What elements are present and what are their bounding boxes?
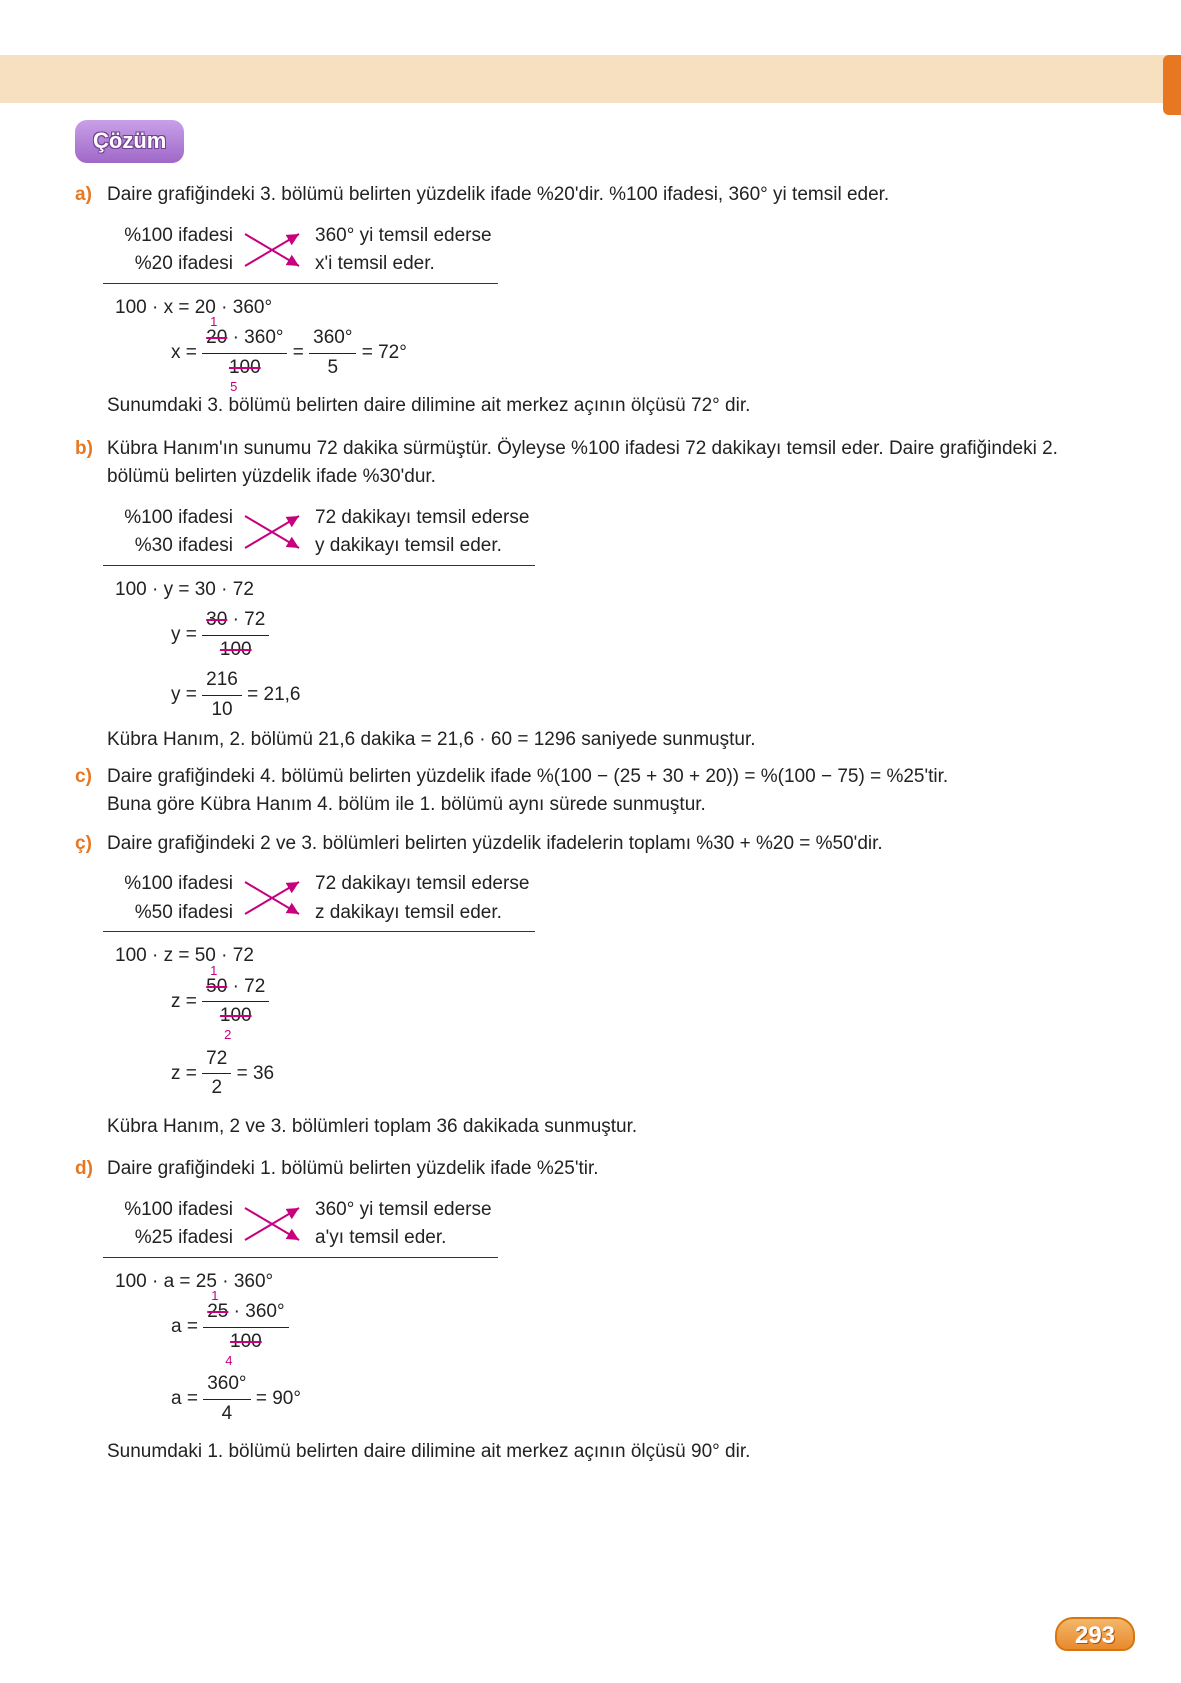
item-c-body: Daire grafiğindeki 4. bölümü belirten yü… — [107, 763, 1106, 820]
cross-b-l2: %30 ifadesi — [109, 532, 239, 561]
cross-cc-r1: 72 dakikayı temsil ederse — [309, 870, 529, 899]
item-b: b) Kübra Hanım'ın sunumu 72 dakika sürmü… — [75, 435, 1106, 492]
a-eq2-frac1: 1 20 · 360° 100 5 — [202, 324, 287, 382]
d-eq3: a = 360° 4 = 90° — [171, 1370, 1106, 1428]
a-eq2: x = 1 20 · 360° 100 5 = 360° 5 = 72° — [171, 324, 1106, 382]
a-annot-5: 5 — [230, 377, 237, 397]
cross-cc-l1: %100 ifadesi — [109, 870, 239, 899]
item-label-d: d) — [75, 1155, 107, 1184]
b-eq3: y = 216 10 = 21,6 — [171, 666, 1106, 724]
b-eq3-lhs: y = — [171, 684, 197, 705]
a-eq2-lhs: x = — [171, 342, 197, 363]
item-a-intro: Daire grafiğindeki 3. bölümü belirten yü… — [107, 181, 1106, 210]
cross-b-l1: %100 ifadesi — [109, 504, 239, 533]
d-eq1: 100 · a = 25 · 360° — [115, 1268, 1106, 1297]
item-label-cc: ç) — [75, 830, 107, 859]
cc-eq1: 100 · z = 50 · 72 — [115, 942, 1106, 971]
cross-a-r1: 360° yi temsil ederse — [309, 222, 492, 251]
b-eq2: y = 30 · 72 100 — [171, 606, 1106, 664]
cc-eq2-frac: 1 50 · 72 100 2 — [202, 973, 269, 1031]
d-eq2-frac: 1 25 · 360° 100 4 — [203, 1298, 288, 1356]
a-result: = 72° — [362, 342, 407, 363]
item-label-a: a) — [75, 181, 107, 210]
b-eq3-result: = 21,6 — [247, 684, 300, 705]
a-concl: Sunumdaki 3. bölümü belirten daire dilim… — [107, 392, 1106, 421]
page-content: Çözüm a) Daire grafiğindeki 3. bölümü be… — [75, 120, 1106, 1481]
cc-concl: Kübra Hanım, 2 ve 3. bölümleri toplam 36… — [107, 1113, 1106, 1142]
a-mid-num: 360° — [309, 324, 356, 354]
cc-strike-100: 100 — [220, 1005, 252, 1026]
d-annot-4: 4 — [225, 1351, 232, 1371]
item-d-intro: Daire grafiğindeki 1. bölümü belirten yü… — [107, 1155, 1106, 1184]
cc-eq2-lhs: z = — [171, 991, 197, 1012]
a-eq1: 100 · x = 20 · 360° — [115, 294, 1106, 323]
edge-tab — [1163, 55, 1181, 115]
cc-eq3-frac: 72 2 — [202, 1045, 231, 1103]
cross-b-r2: y dakikayı temsil eder. — [309, 532, 502, 561]
d-strike-100: 100 — [230, 1331, 262, 1352]
item-c: c) Daire grafiğindeki 4. bölümü belirten… — [75, 763, 1106, 820]
cross-d-r2: a'yı temsil eder. — [309, 1224, 446, 1253]
a-strike-100: 100 — [229, 357, 261, 378]
b-concl: Kübra Hanım, 2. bölümü 21,6 dakika = 21,… — [107, 726, 1106, 755]
cross-a-l1: %100 ifadesi — [109, 222, 239, 251]
cc-eq3: z = 72 2 = 36 — [171, 1045, 1106, 1103]
b-eq2-frac: 30 · 72 100 — [202, 606, 269, 664]
cross-a-l2: %20 ifadesi — [109, 250, 239, 279]
cc-annot-2: 2 — [224, 1025, 231, 1045]
a-annot-1: 1 — [210, 312, 217, 332]
cross-cc: %100 ifadesi 72 dakikayı temsil ederse %5… — [103, 868, 535, 932]
page-number: 293 — [1055, 1617, 1135, 1651]
header-band — [0, 55, 1181, 103]
b-eq2-lhs: y = — [171, 624, 197, 645]
d-eq3-lhs: a = — [171, 1388, 198, 1409]
item-label-c: c) — [75, 763, 107, 820]
cross-b: %100 ifadesi 72 dakikayı temsil ederse %3… — [103, 502, 535, 566]
cross-d-r1: 360° yi temsil ederse — [309, 1196, 492, 1225]
item-a: a) Daire grafiğindeki 3. bölümü belirten… — [75, 181, 1106, 210]
d-eq2: a = 1 25 · 360° 100 4 — [171, 1298, 1106, 1356]
cross-d-l2: %25 ifadesi — [109, 1224, 239, 1253]
a-mid-den: 5 — [309, 354, 356, 383]
item-cc: ç) Daire grafiğindeki 2 ve 3. bölümleri … — [75, 830, 1106, 859]
cross-a-r2: x'i temsil eder. — [309, 250, 435, 279]
d-annot-1: 1 — [211, 1286, 218, 1306]
cross-a: %100 ifadesi 360° yi temsil ederse %20 if… — [103, 220, 498, 284]
d-concl: Sunumdaki 1. bölümü belirten daire dilim… — [107, 1438, 1106, 1467]
cross-d: %100 ifadesi 360° yi temsil ederse %25 if… — [103, 1194, 498, 1258]
cross-cc-r2: z dakikayı temsil eder. — [309, 899, 502, 928]
a-eq2-frac2: 360° 5 — [309, 324, 356, 382]
cc-eq3-lhs: z = — [171, 1063, 197, 1084]
c-line2: Buna göre Kübra Hanım 4. bölüm ile 1. bö… — [107, 791, 1106, 820]
c-line1: Daire grafiğindeki 4. bölümü belirten yü… — [107, 763, 1106, 792]
d-eq3-frac: 360° 4 — [203, 1370, 250, 1428]
d-eq2-lhs: a = — [171, 1316, 198, 1337]
cross-cc-l2: %50 ifadesi — [109, 899, 239, 928]
d-eq3-result: = 90° — [256, 1388, 301, 1409]
cross-b-r1: 72 dakikayı temsil ederse — [309, 504, 529, 533]
item-b-intro: Kübra Hanım'ın sunumu 72 dakika sürmüştü… — [107, 435, 1106, 492]
cc-annot-1: 1 — [210, 961, 217, 981]
item-cc-intro: Daire grafiğindeki 2 ve 3. bölümleri bel… — [107, 830, 1106, 859]
cc-eq2: z = 1 50 · 72 100 2 — [171, 973, 1106, 1031]
cc-eq3-result: = 36 — [237, 1063, 275, 1084]
item-label-b: b) — [75, 435, 107, 492]
item-d: d) Daire grafiğindeki 1. bölümü belirten… — [75, 1155, 1106, 1184]
solution-badge: Çözüm — [75, 120, 184, 163]
b-eq1: 100 · y = 30 · 72 — [115, 576, 1106, 605]
b-eq3-frac: 216 10 — [202, 666, 242, 724]
cross-d-l1: %100 ifadesi — [109, 1196, 239, 1225]
